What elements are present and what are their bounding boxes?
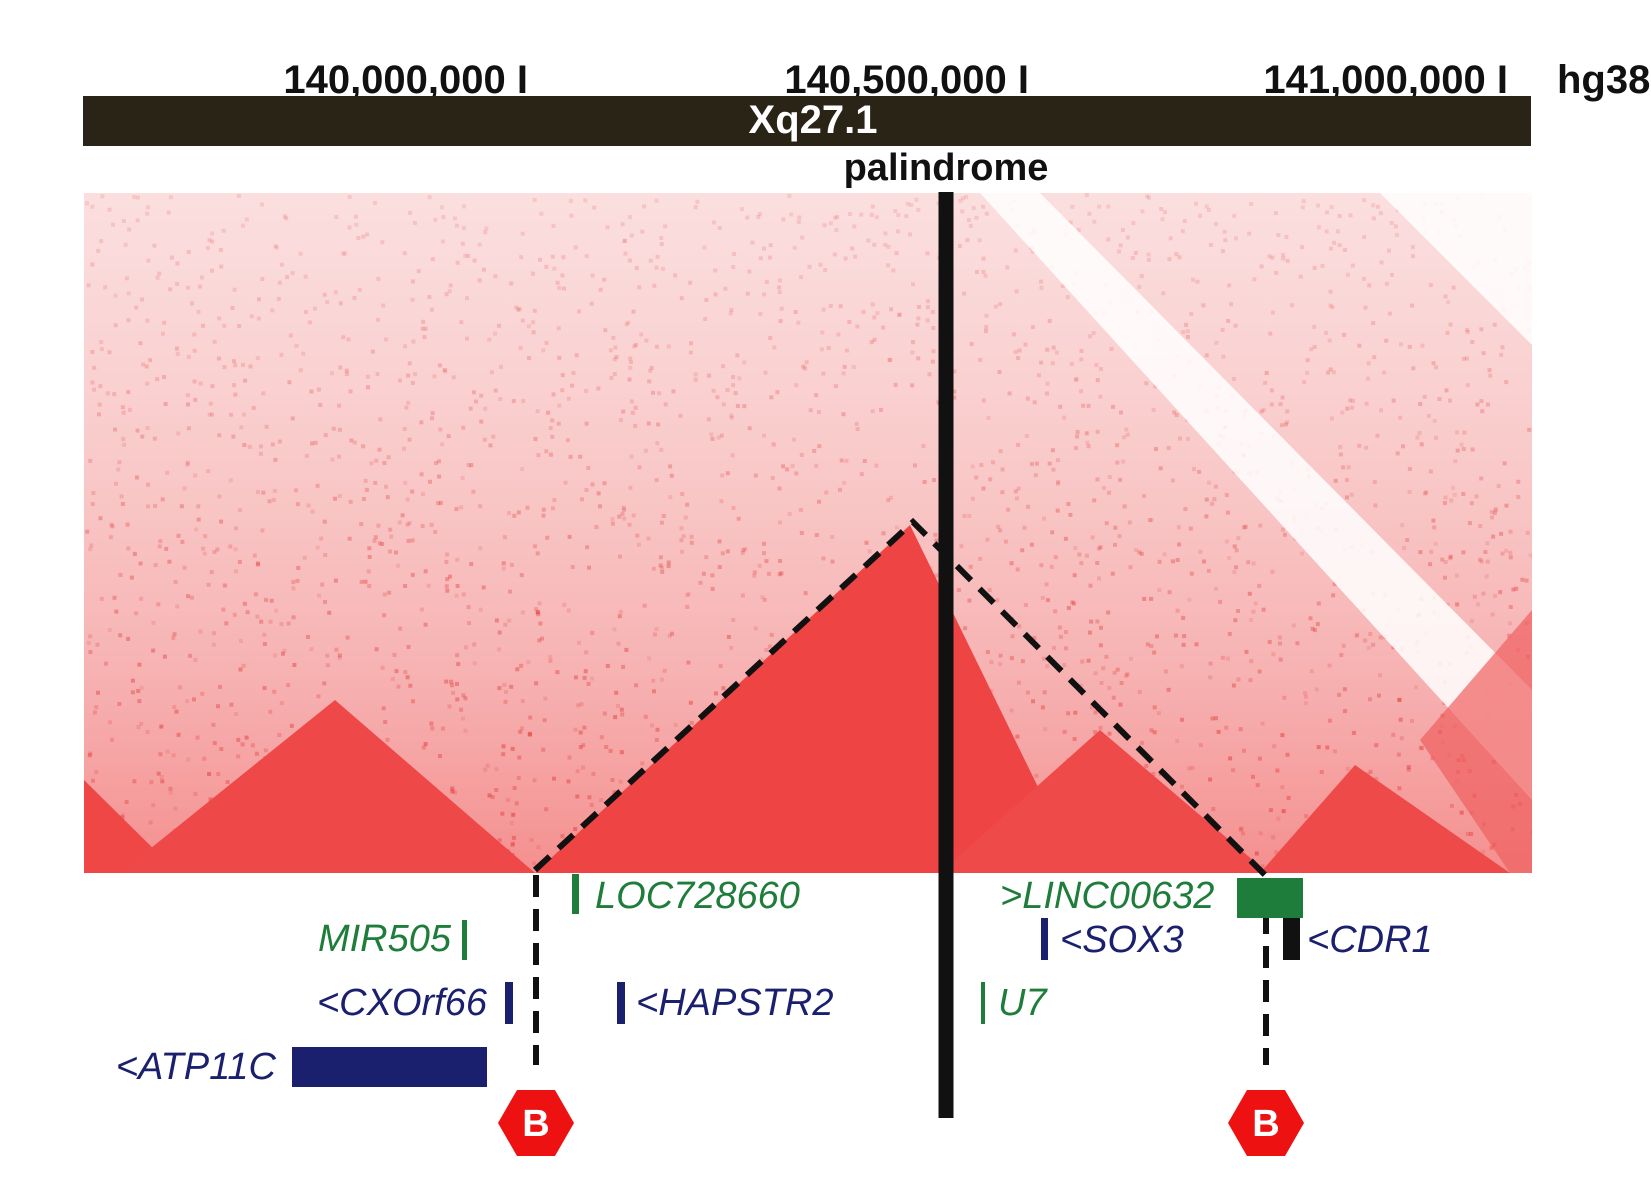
- tad-triangle: [1260, 765, 1510, 873]
- hic-heatmap: [84, 193, 1532, 873]
- boundary-hexagon: [1228, 1090, 1304, 1156]
- boundary-marker-left: B: [498, 1090, 574, 1156]
- gene-marker: [1283, 918, 1300, 960]
- cytoband-bar: [83, 96, 1531, 146]
- ruler-tick-label: 141,000,000 I: [1263, 58, 1508, 102]
- gene-marker: [572, 874, 579, 914]
- gene-track: LOC728660 >LINC00632 MIR505 <SOX3 <CDR1 …: [116, 874, 1433, 1088]
- boundary-marker-right: B: [1228, 1090, 1304, 1156]
- tad-outline-dashed: [532, 517, 1268, 878]
- gene-label: <ATP11C: [116, 1046, 277, 1088]
- gene-marker: [617, 982, 625, 1024]
- gene-label: <CXOrf66: [317, 982, 488, 1024]
- tad-triangle: [120, 700, 535, 873]
- gene-label: MIR505: [318, 918, 452, 960]
- palindrome-label: palindrome: [844, 147, 1049, 189]
- boundary-label: B: [1252, 1103, 1279, 1145]
- gene-label: LOC728660: [595, 875, 800, 917]
- gene-marker: [981, 982, 985, 1024]
- boundary-hexagon: [498, 1090, 574, 1156]
- tad-triangle: [940, 730, 1268, 873]
- ruler-tick-label: 140,500,000 I: [784, 58, 1029, 102]
- boundary-label: B: [522, 1103, 549, 1145]
- gene-marker: [1041, 918, 1048, 960]
- gene-label: <SOX3: [1060, 919, 1184, 961]
- gene-marker: [1237, 878, 1303, 918]
- genome-assembly-label: hg38: [1557, 58, 1650, 102]
- gene-label: <HAPSTR2: [636, 982, 833, 1024]
- gene-marker: [505, 982, 513, 1024]
- ruler-tick-label: 140,000,000 I: [283, 58, 528, 102]
- heatmap-empty-stripe: [1380, 193, 1532, 345]
- heatmap-empty-stripe: [980, 193, 1532, 800]
- gene-label: U7: [998, 982, 1048, 1024]
- gene-marker: [292, 1047, 487, 1087]
- gene-marker: [462, 920, 467, 960]
- cytoband-label: Xq27.1: [749, 98, 878, 142]
- gene-label: >LINC00632: [1000, 875, 1214, 917]
- tad-triangle: [1420, 610, 1532, 873]
- gene-label: <CDR1: [1307, 919, 1433, 961]
